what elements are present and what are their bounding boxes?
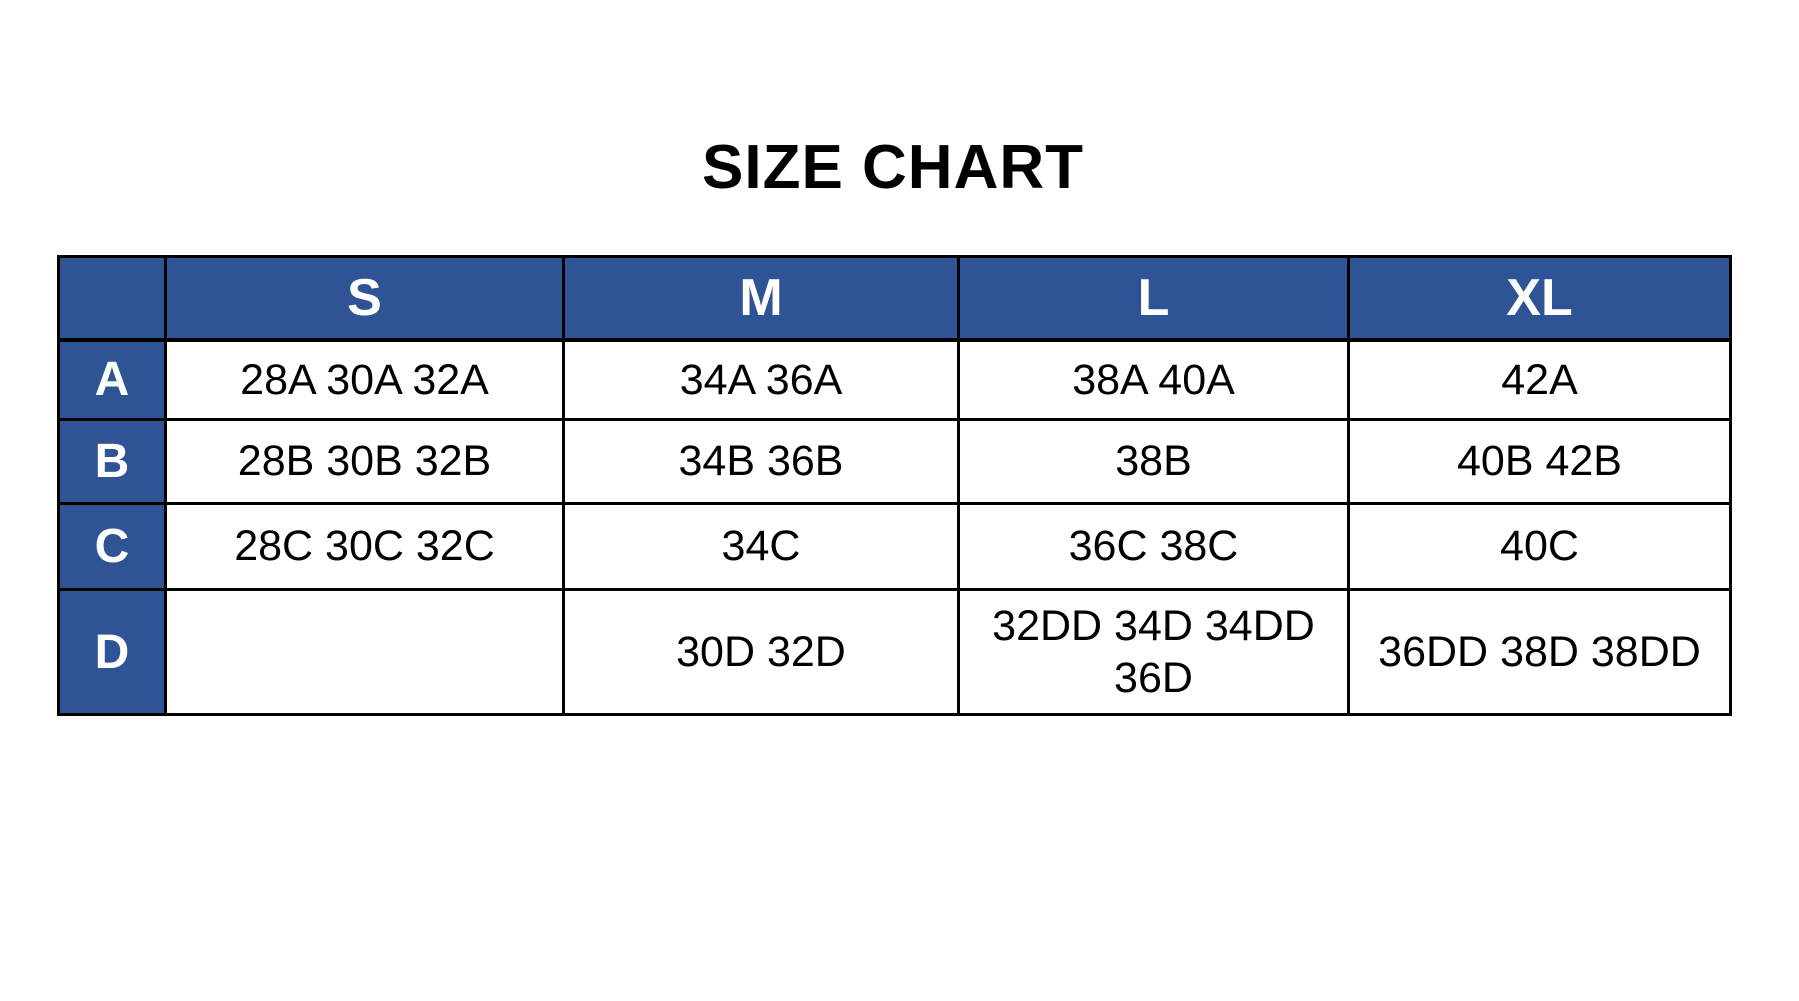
cell-b-l: 38B bbox=[957, 418, 1350, 505]
cell-d-s bbox=[164, 588, 565, 716]
cell-a-xl: 42A bbox=[1347, 338, 1732, 421]
header-cell-m: M bbox=[562, 255, 960, 342]
table-row-d: D 30D 32D 32DD 34D 34DD 36D 36DD 38D 38D… bbox=[57, 588, 1732, 716]
cell-d-m: 30D 32D bbox=[562, 588, 960, 716]
row-label-b: B bbox=[57, 418, 167, 505]
row-label-a: A bbox=[57, 338, 167, 421]
table-row-a: A 28A 30A 32A 34A 36A 38A 40A 42A bbox=[57, 338, 1732, 421]
cell-d-xl: 36DD 38D 38DD bbox=[1347, 588, 1732, 716]
header-cell-corner bbox=[57, 255, 167, 342]
cell-a-s: 28A 30A 32A bbox=[164, 338, 565, 421]
cell-c-xl: 40C bbox=[1347, 502, 1732, 591]
size-chart-table: S M L XL A 28A 30A 32A 34A 36A 38A 40A 4… bbox=[57, 255, 1732, 716]
cell-a-l: 38A 40A bbox=[957, 338, 1350, 421]
cell-b-s: 28B 30B 32B bbox=[164, 418, 565, 505]
row-label-c: C bbox=[57, 502, 167, 591]
cell-b-m: 34B 36B bbox=[562, 418, 960, 505]
row-label-d: D bbox=[57, 588, 167, 716]
header-row: S M L XL bbox=[57, 255, 1732, 342]
table-row-b: B 28B 30B 32B 34B 36B 38B 40B 42B bbox=[57, 418, 1732, 505]
page-title: SIZE CHART bbox=[702, 133, 1084, 202]
cell-d-l: 32DD 34D 34DD 36D bbox=[957, 588, 1350, 716]
table-row-c: C 28C 30C 32C 34C 36C 38C 40C bbox=[57, 502, 1732, 591]
cell-c-s: 28C 30C 32C bbox=[164, 502, 565, 591]
header-cell-l: L bbox=[957, 255, 1350, 342]
cell-c-m: 34C bbox=[562, 502, 960, 591]
cell-b-xl: 40B 42B bbox=[1347, 418, 1732, 505]
header-cell-s: S bbox=[164, 255, 565, 342]
cell-c-l: 36C 38C bbox=[957, 502, 1350, 591]
header-cell-xl: XL bbox=[1347, 255, 1732, 342]
cell-a-m: 34A 36A bbox=[562, 338, 960, 421]
